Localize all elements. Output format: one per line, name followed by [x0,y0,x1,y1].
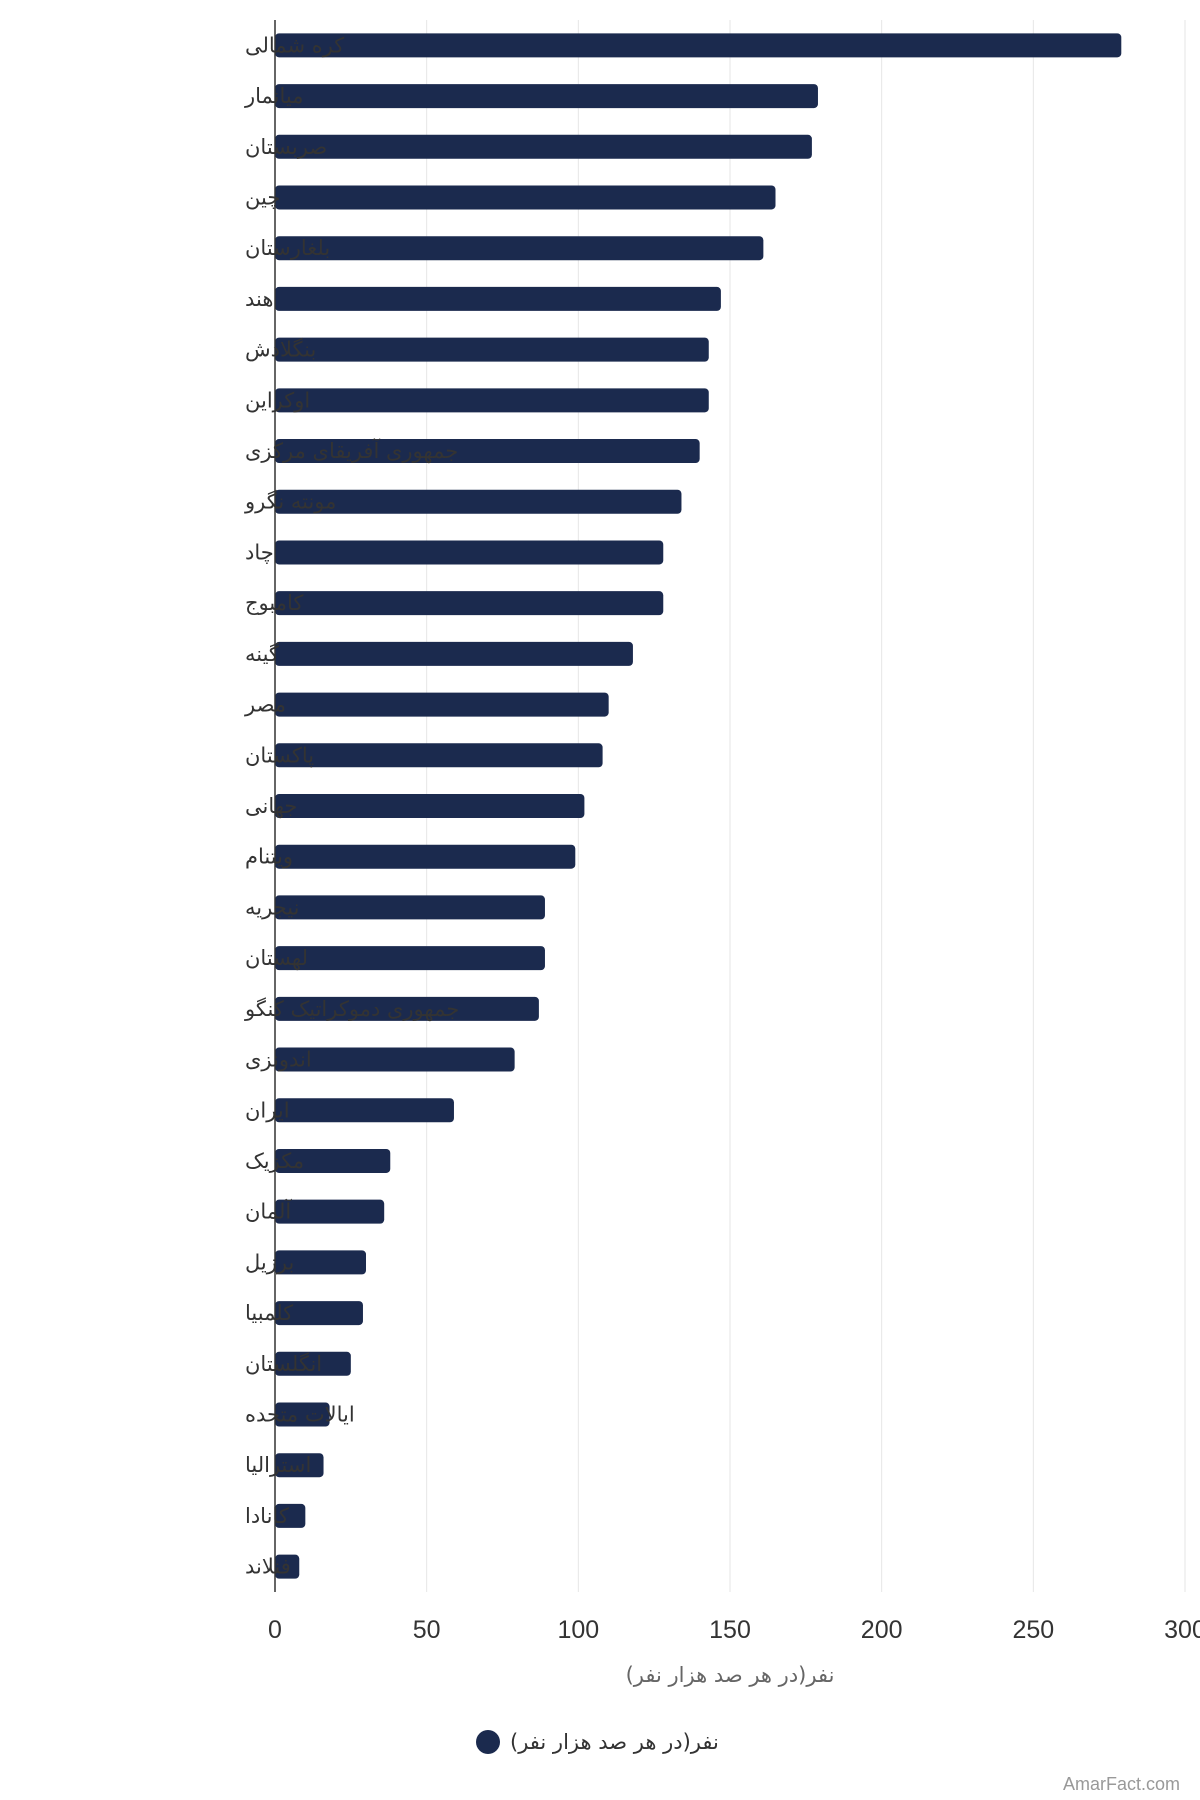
bar[interactable] [275,895,545,920]
bar[interactable] [275,1503,306,1528]
bar[interactable] [275,794,585,818]
bar[interactable] [275,337,709,362]
category-label: بنگلادش [245,338,316,362]
bar[interactable] [275,489,682,514]
gridlines [426,20,1186,1592]
category-label: بلغارستان [245,236,330,260]
category-label: کانادا [245,1504,289,1528]
bar[interactable] [275,1148,391,1173]
bar[interactable] [275,388,709,413]
category-label: اندونزی [245,1048,312,1072]
category-label: کامبوج [245,591,303,616]
x-tick-label: 200 [861,1616,903,1644]
x-tick-label: 250 [1012,1616,1054,1644]
category-label: جمهوری دموکراتیک کنگو [244,997,459,1021]
bar[interactable] [275,439,700,464]
bar[interactable] [275,996,539,1021]
category-label: آلمان [245,1199,292,1224]
bar[interactable] [275,33,1122,58]
bar[interactable] [275,540,664,565]
bar[interactable] [275,84,818,109]
category-label: لهستان [245,946,308,970]
bars [275,33,1122,1579]
x-tick-label: 100 [557,1616,599,1644]
category-label: اوکراین [245,388,310,412]
bar[interactable] [275,692,609,717]
category-label: کلمبیا [245,1301,293,1325]
category-label: ویتنام [245,845,293,869]
bar[interactable] [275,844,576,869]
bar[interactable] [275,641,633,666]
category-label: چاد [245,540,274,564]
x-axis-title: نفر(در هر صد هزار نفر) [626,1663,835,1687]
category-label: ایالات متحده [245,1403,355,1427]
category-label: نیجریه [245,895,299,919]
category-label: انگلستان [245,1352,322,1376]
bar[interactable] [275,1301,363,1326]
category-label: استرالیا [245,1453,311,1477]
bar[interactable] [275,1047,515,1072]
category-label: مصر [244,693,286,717]
category-label: گینه [245,642,279,666]
category-label: جهانی [245,794,297,818]
bar[interactable] [275,1250,366,1275]
category-label: صربستان [245,135,327,159]
bar[interactable] [275,1098,454,1123]
x-tick-label: 300 [1164,1616,1200,1644]
credit-link[interactable]: AmarFact.com [1063,1774,1180,1794]
legend-marker [476,1730,500,1754]
legend-label: نفر(در هر صد هزار نفر) [510,1730,719,1754]
x-tick-label: 0 [268,1616,282,1644]
bar[interactable] [275,946,545,971]
x-tick-label: 50 [413,1616,441,1644]
category-label: مونته نگرو [244,490,336,514]
category-label: میانمار [244,84,304,108]
category-label: فنلاند [245,1555,291,1579]
bar[interactable] [275,286,721,311]
bar[interactable] [275,743,603,768]
legend[interactable]: نفر(در هر صد هزار نفر) [476,1730,719,1754]
bar[interactable] [275,185,776,210]
bar[interactable] [275,1351,351,1376]
category-label: ایران [245,1098,290,1122]
bar[interactable] [275,1554,300,1579]
bar[interactable] [275,1199,385,1224]
bar[interactable] [275,236,764,261]
x-axis-ticks: 0 50 100 150 200 250 300 [268,1616,1200,1644]
category-label: کره شمالی [245,33,344,57]
category-label: برزیل [245,1250,294,1274]
bar[interactable] [275,1402,330,1427]
category-label: جمهوری آفریقای مرکزی [245,438,458,463]
category-label: هند [245,287,273,311]
category-label: پاکستان [245,743,314,767]
bar[interactable] [275,134,812,159]
category-labels: کره شمالیمیانمارصربستانچینبلغارستانهندبن… [244,33,459,1578]
bar[interactable] [275,591,664,616]
bar[interactable] [275,1453,324,1478]
x-tick-label: 150 [709,1616,751,1644]
